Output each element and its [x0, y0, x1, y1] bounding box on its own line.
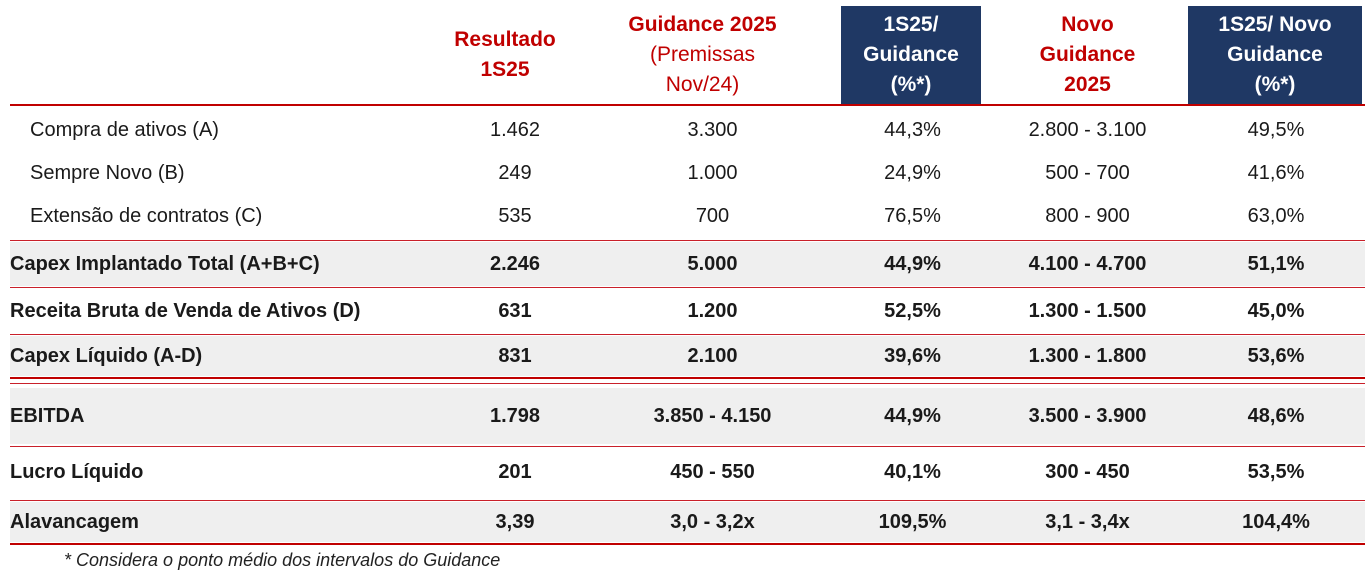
row-divider [10, 446, 1365, 447]
row-divider [10, 287, 1365, 288]
section-divider [10, 377, 1365, 379]
header-1s25-guidance: 1S25/Guidance (%*) [841, 6, 981, 104]
table-row: Alavancagem 3,39 3,0 - 3,2x 109,5% 3,1 -… [10, 502, 1365, 542]
table-row: Compra de ativos (A) 1.462 3.300 44,3% 2… [30, 118, 1305, 141]
section-divider [10, 383, 1365, 384]
row-divider [10, 240, 1365, 241]
table-row: Capex Líquido (A-D) 831 2.100 39,6% 1.30… [10, 336, 1365, 376]
table-row: Capex Implantado Total (A+B+C) 2.246 5.0… [10, 242, 1365, 286]
table-row: Sempre Novo (B) 249 1.000 24,9% 500 - 70… [30, 161, 1305, 184]
row-divider [10, 500, 1365, 501]
header-guidance-2025: Guidance 2025 (Premissas Nov/24) [628, 13, 777, 96]
header-divider [10, 104, 1365, 106]
row-divider [10, 334, 1365, 335]
table-row: Lucro Líquido 201 450 - 550 40,1% 300 - … [10, 460, 1305, 483]
header-1s25-novo-guidance: 1S25/ Novo Guidance (%*) [1188, 6, 1362, 104]
header-novo-guidance: Novo Guidance 2025 [1039, 13, 1136, 96]
table-bottom-border [10, 543, 1365, 545]
table-row: EBITDA 1.798 3.850 - 4.150 44,9% 3.500 -… [10, 388, 1365, 444]
header-resultado: Resultado 1S25 [454, 28, 556, 81]
table-row: Extensão de contratos (C) 535 700 76,5% … [30, 204, 1305, 227]
footnote: * Considera o ponto médio dos intervalos… [64, 550, 501, 570]
table-row: Receita Bruta de Venda de Ativos (D) 631… [10, 299, 1305, 322]
